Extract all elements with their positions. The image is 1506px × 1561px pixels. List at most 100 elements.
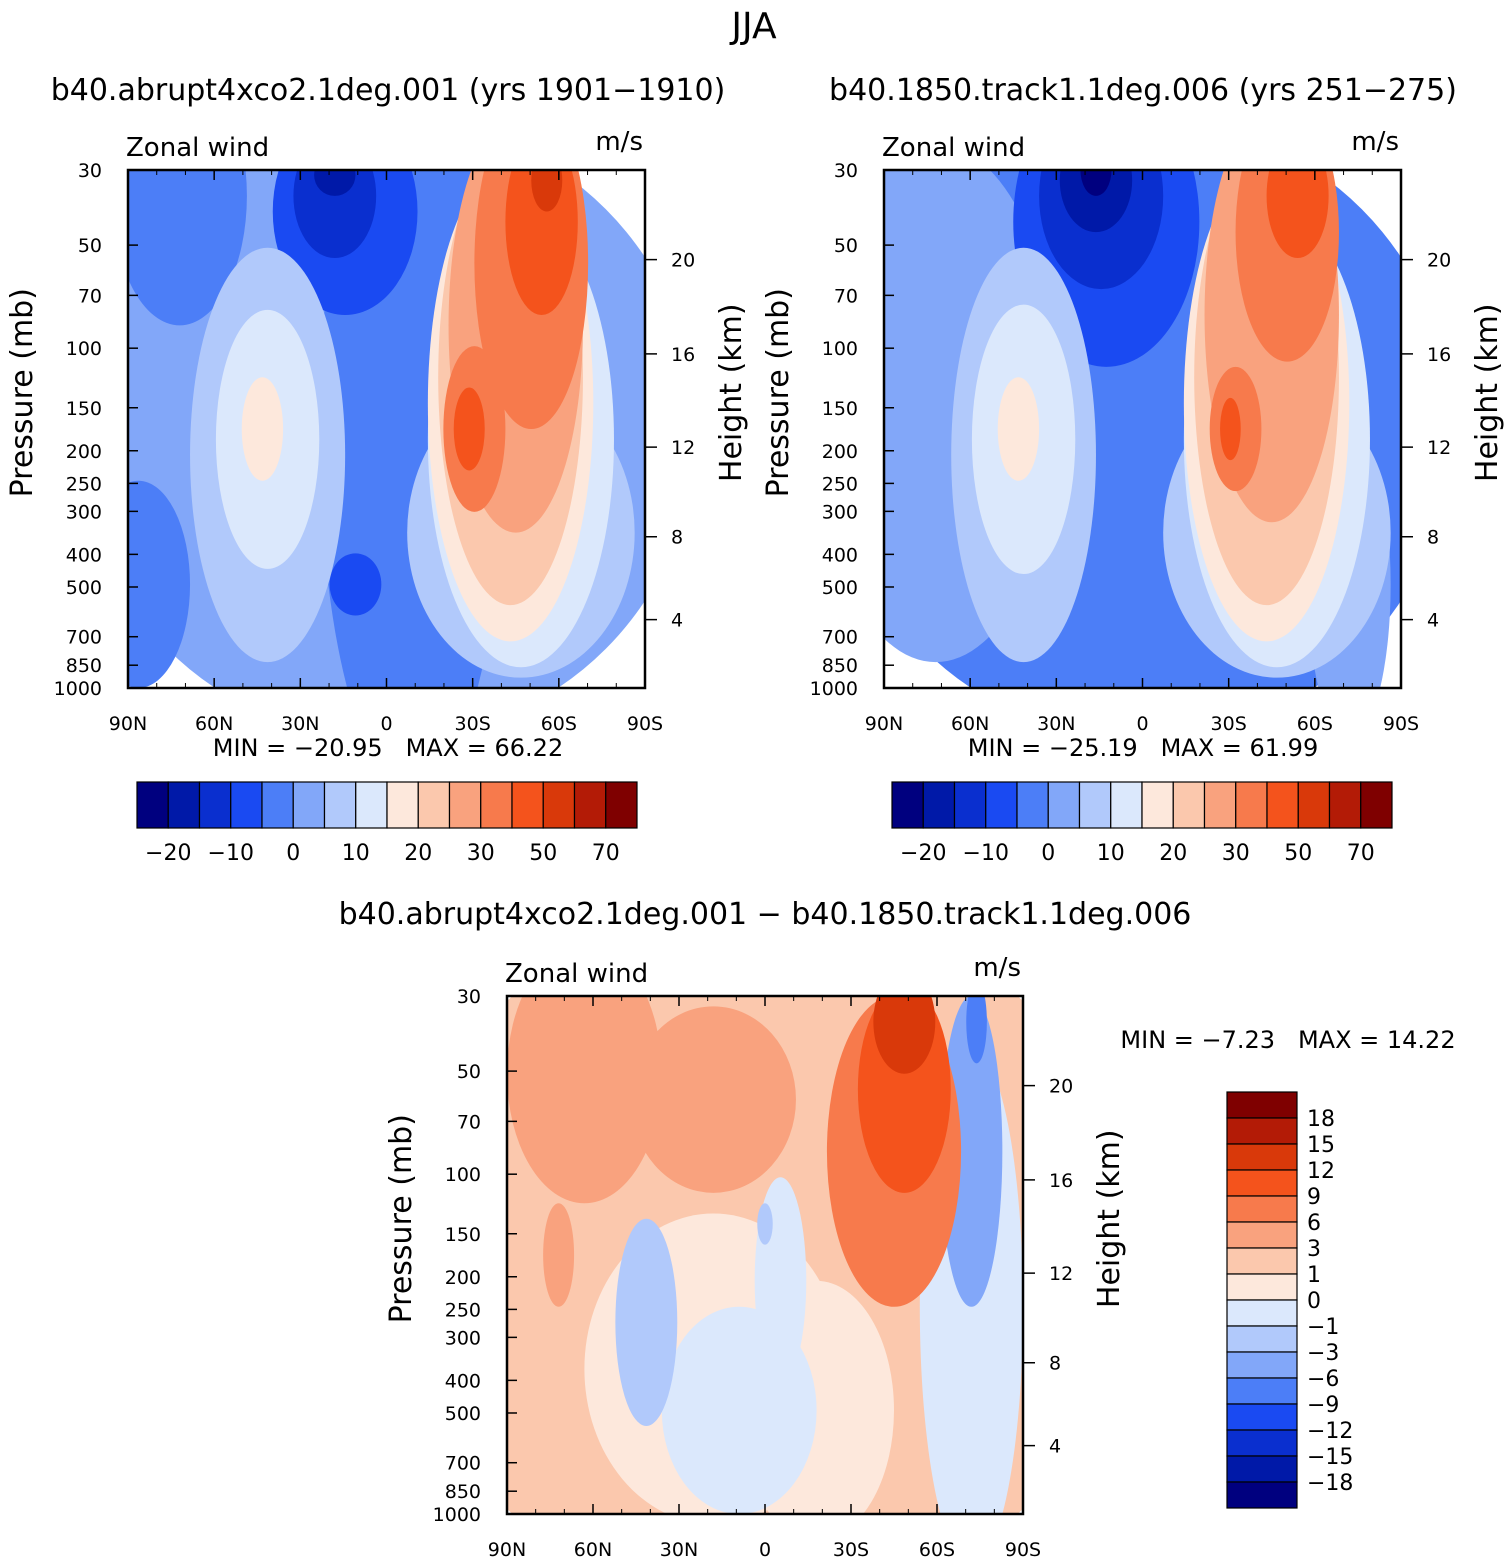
x-tick-label: 0 xyxy=(380,713,392,735)
height-tick-label: 8 xyxy=(1427,527,1439,549)
contour-region xyxy=(1059,170,1133,233)
colorbar-swatch xyxy=(355,781,388,829)
colorbar-swatch xyxy=(1226,1247,1298,1275)
colorbar-swatch xyxy=(573,781,607,829)
panel-abrupt4xco2: b40.abrupt4xco2.1deg.001 (yrs 1901−1910)… xyxy=(5,73,749,866)
x-tick-label: 30S xyxy=(1211,713,1247,735)
height-tick-label: 20 xyxy=(1427,250,1451,272)
colorbar-swatch xyxy=(1297,781,1331,829)
colorbar-label: 0 xyxy=(1041,841,1055,866)
y-tick-label: 1000 xyxy=(54,678,102,700)
y-tick-label: 200 xyxy=(66,441,102,463)
contour-region xyxy=(505,170,578,316)
colorbar-swatch xyxy=(1226,1455,1298,1483)
colorbar-swatch xyxy=(1226,1429,1298,1457)
x-tick-label: 60N xyxy=(574,1539,612,1561)
y-tick-label: 400 xyxy=(66,544,102,566)
height-tick-label: 8 xyxy=(1049,1353,1061,1375)
y-tick-label: 850 xyxy=(66,655,102,677)
contour-region xyxy=(314,170,356,196)
y-tick-label: 500 xyxy=(445,1403,481,1425)
colorbar-label: 3 xyxy=(1307,1237,1321,1262)
panel-1850-track1: b40.1850.track1.1deg.006 (yrs 251−275) Zo… xyxy=(761,73,1505,866)
colorbar-swatch xyxy=(230,781,263,829)
y-tick-label: 700 xyxy=(66,627,102,649)
colorbar-swatch xyxy=(1226,1377,1298,1405)
colorbar-label: 0 xyxy=(1307,1289,1321,1314)
colorbar-swatch xyxy=(167,781,201,829)
colorbar-label: −20 xyxy=(900,841,946,866)
y-axis-title: Pressure (mb) xyxy=(5,288,40,497)
x-tick-label: 90S xyxy=(1383,713,1419,735)
colorbar-label: −18 xyxy=(1307,1471,1353,1496)
y-axis-right-title: Height (km) xyxy=(1470,303,1505,482)
panel-title: b40.abrupt4xco2.1deg.001 (yrs 1901−1910) xyxy=(51,73,726,108)
colorbar-label: 20 xyxy=(1159,841,1187,866)
colorbar-swatch xyxy=(1226,1169,1298,1197)
colorbar-swatch xyxy=(417,781,451,829)
height-tick-label: 4 xyxy=(1427,610,1439,632)
colorbar-swatch xyxy=(985,781,1018,829)
panel-title: b40.1850.track1.1deg.006 (yrs 251−275) xyxy=(829,73,1457,108)
y-tick-label: 700 xyxy=(445,1453,481,1475)
colorbar-label: −10 xyxy=(963,841,1009,866)
colorbar-label: 12 xyxy=(1307,1159,1335,1184)
colorbar-swatch xyxy=(292,781,326,829)
y-tick-label: 850 xyxy=(822,655,858,677)
y-tick-label: 300 xyxy=(445,1327,481,1349)
min-max-stats: MIN = −20.95 MAX = 66.22 xyxy=(213,734,563,762)
x-tick-label: 90S xyxy=(1005,1539,1041,1561)
colorbar-swatch xyxy=(511,781,544,829)
x-tick-label: 30N xyxy=(281,713,319,735)
y-tick-label: 150 xyxy=(66,398,102,420)
x-tick-label: 0 xyxy=(1136,713,1148,735)
y-tick-label: 70 xyxy=(78,285,102,307)
colorbar-swatch xyxy=(198,781,232,829)
colorbar-swatch xyxy=(1141,781,1174,829)
y-tick-label: 150 xyxy=(822,398,858,420)
x-tick-label: 30N xyxy=(1037,713,1075,735)
colorbar-swatch xyxy=(891,781,924,829)
height-tick-label: 4 xyxy=(671,610,683,632)
height-tick-label: 20 xyxy=(671,250,695,272)
x-tick-label: 90N xyxy=(488,1539,526,1561)
contour-region xyxy=(293,170,377,259)
colorbar-label: −3 xyxy=(1307,1341,1339,1366)
colorbar-label: 50 xyxy=(529,841,557,866)
colorbar-swatch xyxy=(448,781,482,829)
colorbar-swatch xyxy=(1226,1143,1298,1171)
colorbar-swatch xyxy=(1226,1221,1298,1249)
variable-label: Zonal wind xyxy=(505,959,648,989)
variable-label: Zonal wind xyxy=(126,133,269,163)
colorbar-swatch xyxy=(386,781,419,829)
colorbar-swatch xyxy=(1226,1299,1298,1327)
y-axis-right-title: Height (km) xyxy=(1092,1129,1127,1308)
colorbar-swatch xyxy=(136,781,169,829)
contour-field xyxy=(128,170,645,688)
x-tick-label: 60S xyxy=(1297,713,1333,735)
y-tick-label: 70 xyxy=(457,1111,481,1133)
contour-region xyxy=(997,377,1040,481)
units-label: m/s xyxy=(1351,127,1399,157)
x-tick-label: 30S xyxy=(833,1539,869,1561)
height-tick-label: 16 xyxy=(671,344,695,366)
colorbar-label: −9 xyxy=(1307,1393,1339,1418)
colorbar-swatch xyxy=(323,781,357,829)
colorbar-swatch xyxy=(261,781,294,829)
contour-region xyxy=(531,170,563,212)
x-tick-label: 90S xyxy=(627,713,663,735)
colorbar-swatch xyxy=(1226,1351,1298,1379)
contour-region xyxy=(128,480,191,688)
contour-region xyxy=(1266,170,1329,259)
height-tick-label: 12 xyxy=(1427,437,1451,459)
y-tick-label: 300 xyxy=(822,501,858,523)
x-tick-label: 90N xyxy=(109,713,147,735)
y-axis-title: Pressure (mb) xyxy=(384,1114,419,1323)
y-tick-label: 250 xyxy=(66,473,102,495)
colorbar-label: 50 xyxy=(1284,841,1312,866)
y-tick-label: 30 xyxy=(78,160,102,182)
figure-title: JJA xyxy=(729,6,777,47)
height-tick-label: 16 xyxy=(1049,1170,1073,1192)
x-tick-label: 60N xyxy=(195,713,233,735)
